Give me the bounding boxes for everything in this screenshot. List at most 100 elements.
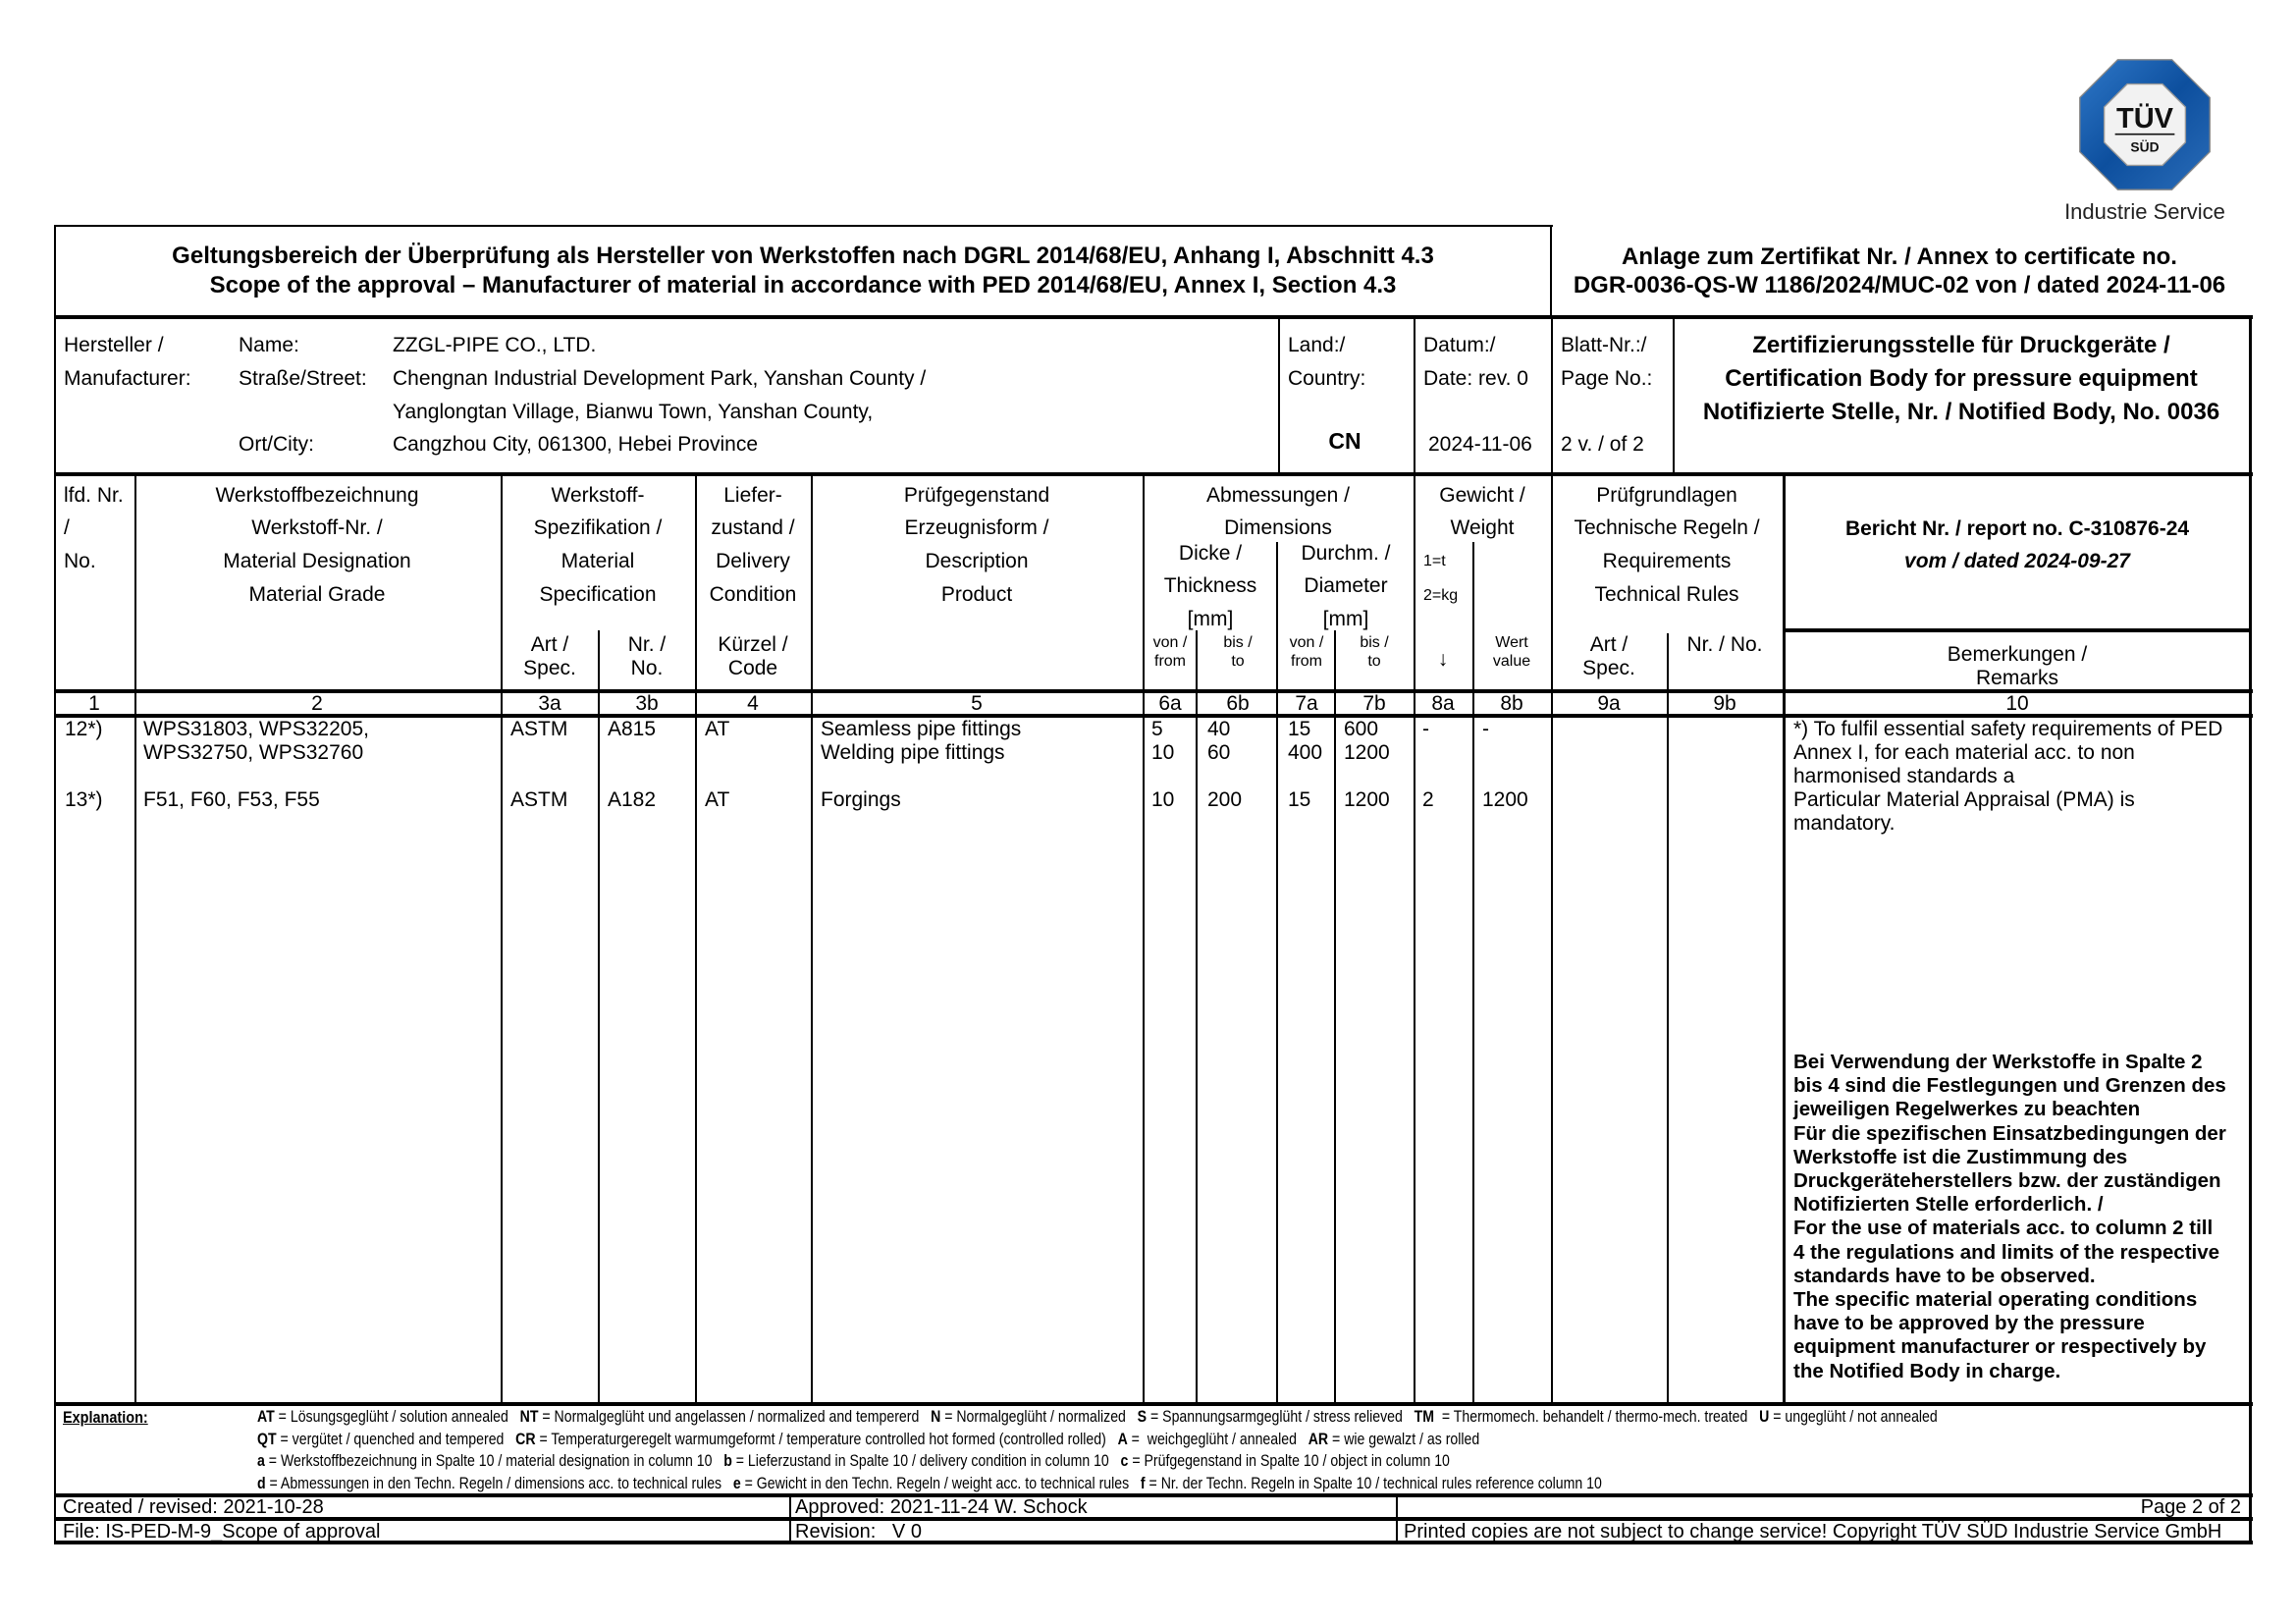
weight-value: 1200: [1482, 788, 1528, 811]
remarks-line: Werkstoffe ist die Zustimmung des: [1793, 1145, 2128, 1168]
delivery-condition-code: AT: [705, 788, 730, 811]
weight-unit: -: [1422, 718, 1429, 740]
remarks-line: The specific material operating conditio…: [1793, 1288, 2198, 1312]
abbreviation-code: b: [723, 1451, 732, 1470]
remarks-line: *) To fulfil essential safety requiremen…: [1793, 718, 2223, 740]
city-label: Ort/City:: [239, 433, 314, 456]
abbreviation-meaning: = ungeglüht / not annealed: [1769, 1407, 1938, 1426]
remarks-usage-conditions: Bei Verwendung der Werkstoffe in Spalte …: [1793, 1051, 2245, 1383]
col3a-header: Spec.: [523, 657, 576, 679]
material-designation: WPS32750, WPS32760: [143, 741, 364, 764]
product: Seamless pipe fittings: [821, 718, 1022, 740]
thickness-to: 200: [1207, 788, 1243, 811]
row-number: 12*): [65, 718, 103, 740]
arrow-down-icon: ↓: [1437, 648, 1449, 671]
col10-header: Bemerkungen /: [1947, 643, 2088, 666]
material-designation: WPS31803, WPS32205,: [143, 718, 369, 740]
page-value: 2 v. / of 2: [1561, 433, 1644, 456]
remarks-line: Bei Verwendung der Werkstoffe in Spalte …: [1793, 1051, 2203, 1073]
row-number: 13*): [65, 788, 103, 811]
col3-header: Spezifikation /: [533, 516, 663, 539]
diameter-header: Durchm. /: [1301, 542, 1391, 565]
remarks-line: harmonised standards a: [1793, 765, 2015, 787]
page-number: Page 2 of 2: [2140, 1496, 2241, 1518]
abbreviation-meaning: = Werkstoffbezeichnung in Spalte 10 / ma…: [264, 1451, 724, 1470]
col5-header: Description: [925, 550, 1029, 572]
name-label: Name:: [239, 334, 299, 356]
abbreviation-code: TM: [1414, 1407, 1435, 1426]
abbreviation-meaning: = wie gewalzt / as rolled: [1328, 1429, 1480, 1448]
diameter-from: 15: [1288, 788, 1311, 811]
thickness-from: 5: [1151, 718, 1163, 740]
street-line2: Yanglongtan Village, Bianwu Town, Yansha…: [393, 401, 874, 423]
explanation-line: a = Werkstoffbezeichnung in Spalte 10 / …: [257, 1450, 1450, 1472]
street-label: Straße/Street:: [239, 367, 367, 390]
abbreviation-meaning: = Spannungsarmgeglüht / stress relieved: [1147, 1407, 1415, 1426]
country-label: Land:/: [1288, 334, 1346, 356]
weight-value-header: Wert: [1495, 634, 1528, 651]
column-number: 9a: [1597, 692, 1621, 715]
col5-header: Erzeugnisform /: [904, 516, 1049, 539]
remarks-line: bis 4 sind die Festlegungen und Grenzen …: [1793, 1074, 2226, 1098]
col6a-header: von /: [1152, 634, 1188, 651]
remarks-line: mandatory.: [1793, 812, 1896, 835]
abbreviation-code: f: [1140, 1473, 1146, 1492]
tuv-sud-logo: TÜV SÜD: [2077, 57, 2213, 192]
abbreviation-code: d: [257, 1473, 266, 1492]
dimensions-header: Abmessungen /: [1206, 484, 1350, 507]
page-label: Blatt-Nr.:/: [1561, 334, 1647, 356]
explanation-line: AT = Lösungsgeglüht / solution annealed …: [257, 1406, 1938, 1428]
abbreviation-code: S: [1137, 1407, 1148, 1426]
weight-unit-header: 2=kg: [1423, 587, 1459, 604]
date-label: Datum:/: [1423, 334, 1496, 356]
specification-number: A182: [608, 788, 657, 811]
col6b-header: to: [1231, 653, 1245, 670]
remarks-line: jeweiligen Regelwerkes zu beachten: [1793, 1098, 2141, 1121]
abbreviation-code: QT: [257, 1429, 277, 1448]
column-number: 8a: [1431, 692, 1455, 715]
col3b-header: No.: [630, 657, 664, 679]
manufacturer-name: ZZGL-PIPE CO., LTD.: [393, 334, 597, 356]
page-label-en: Page No.:: [1561, 367, 1653, 390]
product: Forgings: [821, 788, 901, 811]
col3a-header: Art /: [530, 633, 569, 656]
file-name: File: IS-PED-M-9_Scope of approval: [63, 1521, 381, 1543]
col1-header: /: [64, 516, 70, 539]
col1-header: lfd. Nr.: [64, 484, 124, 507]
weight-header: Gewicht /: [1439, 484, 1525, 507]
column-number: 2: [311, 692, 323, 715]
manufacturer-label: Hersteller /: [64, 334, 164, 356]
weight-value: -: [1482, 718, 1489, 740]
col4-header: Delivery: [716, 550, 790, 572]
weight-unit: 2: [1422, 788, 1434, 811]
column-number: 10: [2005, 692, 2029, 715]
column-number: 4: [747, 692, 759, 715]
column-number: 8b: [1500, 692, 1523, 715]
cert-body-en: Certification Body for pressure equipmen…: [1725, 365, 2198, 392]
col9-header: Technische Regeln /: [1574, 516, 1760, 539]
diameter-to: 600: [1344, 718, 1379, 740]
abbreviation-meaning: = Lösungsgeglüht / solution annealed: [274, 1407, 520, 1426]
abbreviation-meaning: = Thermomech. behandelt / thermo-mech. t…: [1434, 1407, 1760, 1426]
col4-header: Condition: [709, 583, 797, 606]
remarks-line: For the use of materials acc. to column …: [1793, 1217, 2214, 1240]
specification: ASTM: [510, 718, 568, 740]
diameter-to: 1200: [1344, 788, 1390, 811]
column-number: 7a: [1295, 692, 1318, 715]
svg-text:SÜD: SÜD: [2130, 139, 2159, 155]
col9-header: Prüfgrundlagen: [1596, 484, 1737, 507]
column-number: 9b: [1713, 692, 1736, 715]
annex-line1: Anlage zum Zertifikat Nr. / Annex to cer…: [1622, 244, 2177, 270]
copyright: Printed copies are not subject to change…: [1404, 1521, 2222, 1543]
col9a-header: Art /: [1589, 633, 1629, 656]
notified-body: Notifizierte Stelle, Nr. / Notified Body…: [1702, 399, 2220, 425]
remarks-line: have to be approved by the pressure: [1793, 1312, 2145, 1335]
remarks-line: equipment manufacturer or respectively b…: [1793, 1335, 2207, 1359]
abbreviation-code: c: [1120, 1451, 1129, 1470]
col6b-header: bis /: [1223, 634, 1253, 651]
abbreviation-meaning: = Normalgeglüht und angelassen / normali…: [538, 1407, 932, 1426]
col9b-header: Nr. / No.: [1686, 633, 1763, 656]
col2-header: Material Designation: [223, 550, 411, 572]
title-de: Geltungsbereich der Überprüfung als Hers…: [172, 243, 1434, 269]
dimensions-header: Dimensions: [1224, 516, 1332, 539]
